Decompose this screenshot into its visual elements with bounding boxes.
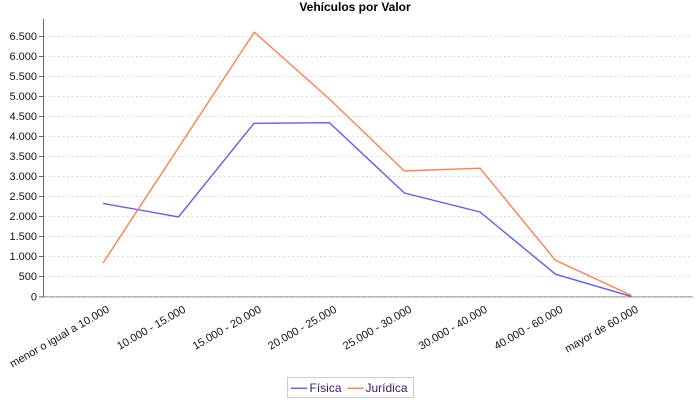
svg-text:Vehículos por Valor: Vehículos por Valor (299, 0, 411, 14)
svg-text:5.500: 5.500 (9, 71, 37, 83)
svg-text:3.000: 3.000 (9, 171, 37, 183)
svg-text:4.500: 4.500 (9, 111, 37, 123)
svg-text:4.000: 4.000 (9, 131, 37, 143)
svg-text:Jurídica: Jurídica (366, 381, 408, 395)
svg-text:6.000: 6.000 (9, 51, 37, 63)
svg-text:0: 0 (31, 292, 37, 304)
svg-text:2.500: 2.500 (9, 191, 37, 203)
svg-text:6.500: 6.500 (9, 31, 37, 43)
svg-text:3.500: 3.500 (9, 151, 37, 163)
svg-text:500: 500 (19, 271, 37, 283)
svg-text:1.500: 1.500 (9, 231, 37, 243)
svg-text:Física: Física (310, 381, 342, 395)
svg-text:1.000: 1.000 (9, 251, 37, 263)
svg-text:5.000: 5.000 (9, 91, 37, 103)
svg-text:2.000: 2.000 (9, 211, 37, 223)
